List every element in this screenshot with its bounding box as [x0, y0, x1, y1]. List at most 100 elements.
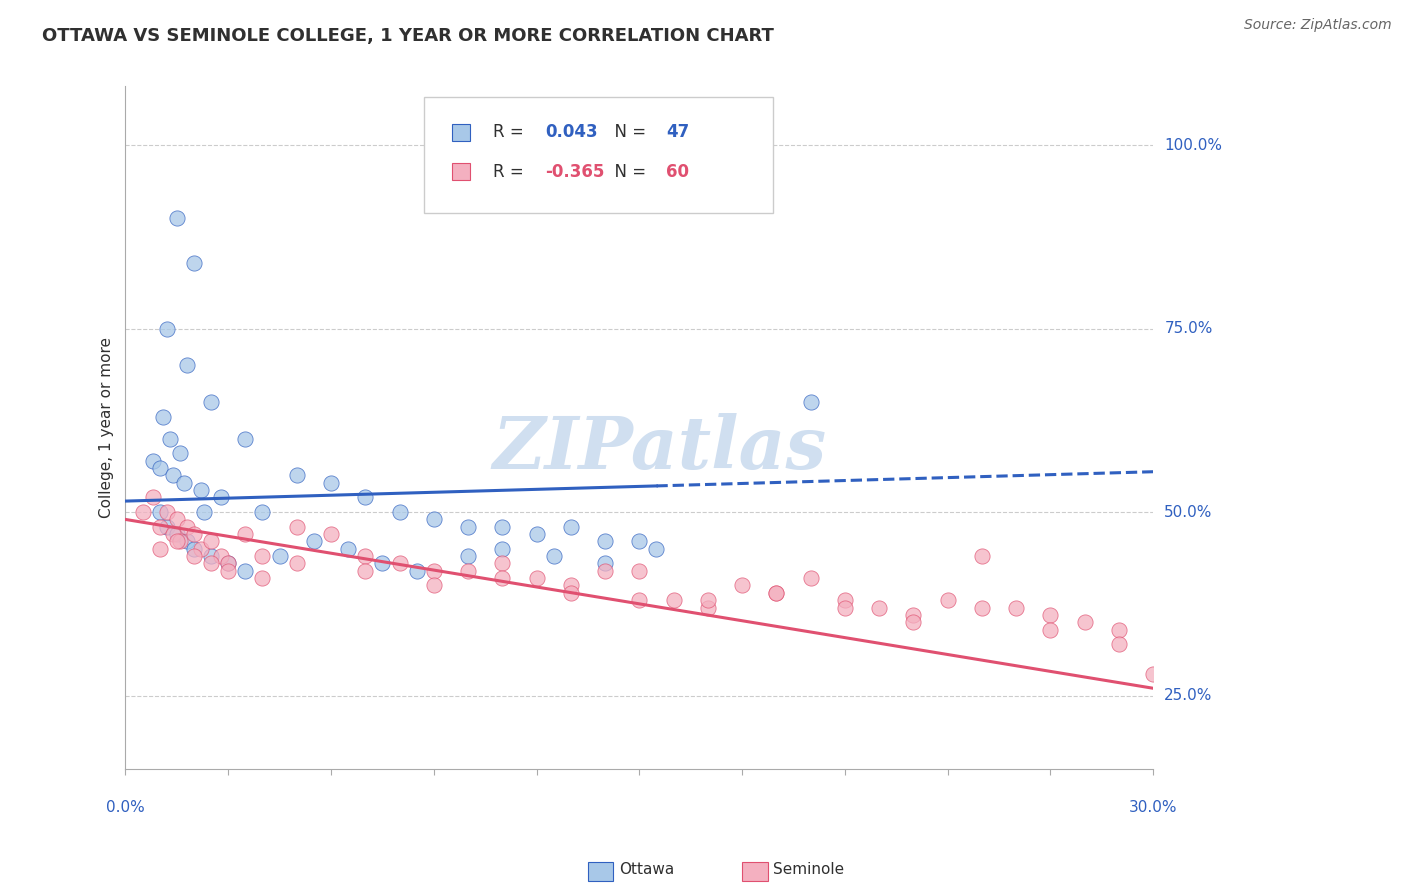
Text: -0.365: -0.365 [544, 162, 605, 181]
Point [662, 593, 685, 607]
Point [491, 557, 513, 571]
Text: 25.0%: 25.0% [1164, 688, 1212, 703]
Point [593, 557, 616, 571]
Point [388, 505, 411, 519]
Point [543, 549, 565, 563]
Text: 50.0%: 50.0% [1164, 505, 1212, 520]
Point [560, 520, 582, 534]
Point [319, 475, 342, 490]
Point [1108, 637, 1130, 651]
Y-axis label: College, 1 year or more: College, 1 year or more [100, 337, 114, 518]
Point [131, 505, 153, 519]
Point [526, 571, 548, 585]
Text: 0.0%: 0.0% [105, 799, 145, 814]
Point [354, 564, 377, 578]
Point [235, 564, 257, 578]
Point [354, 491, 377, 505]
Point [183, 527, 205, 541]
FancyBboxPatch shape [453, 124, 470, 141]
Point [319, 527, 342, 541]
Point [209, 491, 232, 505]
Point [155, 505, 177, 519]
Point [209, 549, 232, 563]
Point [252, 505, 274, 519]
Text: OTTAWA VS SEMINOLE COLLEGE, 1 YEAR OR MORE CORRELATION CHART: OTTAWA VS SEMINOLE COLLEGE, 1 YEAR OR MO… [42, 27, 775, 45]
Point [176, 359, 198, 373]
Point [903, 615, 925, 630]
Text: N =: N = [605, 162, 652, 181]
Point [405, 564, 427, 578]
Point [155, 520, 177, 534]
Point [285, 557, 308, 571]
Point [190, 483, 212, 497]
Point [142, 491, 165, 505]
Point [970, 600, 993, 615]
Point [159, 432, 181, 446]
Point [200, 557, 222, 571]
Point [354, 549, 377, 563]
Text: Source: ZipAtlas.com: Source: ZipAtlas.com [1244, 18, 1392, 32]
Text: ZIPatlas: ZIPatlas [494, 413, 827, 483]
Point [166, 211, 188, 226]
Point [155, 321, 177, 335]
Point [217, 564, 239, 578]
Point [628, 564, 651, 578]
Point [491, 541, 513, 556]
Text: R =: R = [494, 123, 530, 141]
Point [696, 600, 718, 615]
Point [800, 395, 823, 409]
Point [217, 557, 239, 571]
Point [1108, 623, 1130, 637]
Point [200, 534, 222, 549]
Point [526, 527, 548, 541]
Point [800, 571, 823, 585]
Point [423, 564, 446, 578]
Point [834, 593, 856, 607]
Text: Ottawa: Ottawa [619, 863, 673, 877]
Point [457, 564, 479, 578]
Point [560, 586, 582, 600]
Point [183, 549, 205, 563]
Point [149, 520, 172, 534]
Point [491, 571, 513, 585]
Point [169, 534, 191, 549]
Point [731, 578, 754, 592]
Point [149, 461, 172, 475]
Point [645, 541, 668, 556]
Text: Seminole: Seminole [773, 863, 845, 877]
Point [560, 578, 582, 592]
Point [388, 557, 411, 571]
Text: 60: 60 [666, 162, 689, 181]
Text: 0.043: 0.043 [544, 123, 598, 141]
Point [457, 549, 479, 563]
Point [176, 520, 198, 534]
Point [970, 549, 993, 563]
Point [142, 453, 165, 467]
Point [936, 593, 959, 607]
Point [183, 255, 205, 269]
Point [252, 571, 274, 585]
Point [457, 520, 479, 534]
Point [765, 586, 787, 600]
Text: 100.0%: 100.0% [1164, 137, 1222, 153]
Text: R =: R = [494, 162, 530, 181]
Point [903, 607, 925, 622]
Point [269, 549, 291, 563]
Point [1039, 623, 1062, 637]
Point [696, 593, 718, 607]
Point [302, 534, 325, 549]
Point [166, 512, 188, 526]
Point [235, 432, 257, 446]
Point [166, 527, 188, 541]
Point [190, 541, 212, 556]
Point [628, 534, 651, 549]
Point [1005, 600, 1028, 615]
Point [423, 512, 446, 526]
Text: 75.0%: 75.0% [1164, 321, 1212, 336]
Point [834, 600, 856, 615]
FancyBboxPatch shape [423, 96, 773, 212]
Text: 47: 47 [666, 123, 689, 141]
FancyBboxPatch shape [453, 163, 470, 180]
Point [593, 534, 616, 549]
Point [152, 409, 174, 424]
